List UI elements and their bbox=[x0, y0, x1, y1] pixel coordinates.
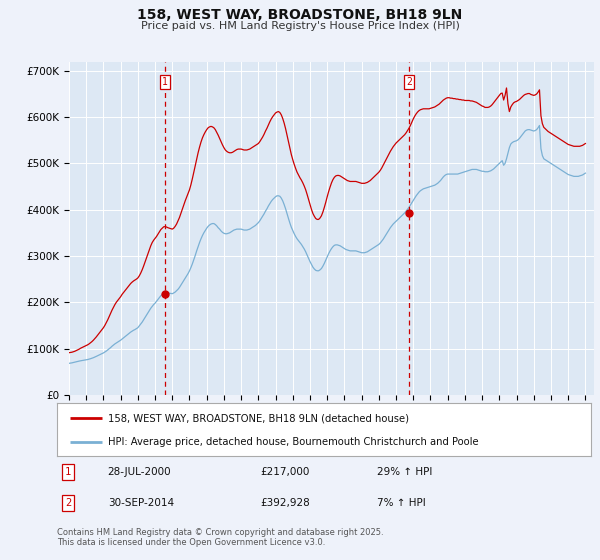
Text: 2: 2 bbox=[65, 498, 71, 508]
Text: 158, WEST WAY, BROADSTONE, BH18 9LN: 158, WEST WAY, BROADSTONE, BH18 9LN bbox=[137, 8, 463, 22]
Text: 29% ↑ HPI: 29% ↑ HPI bbox=[377, 467, 433, 477]
Text: 30-SEP-2014: 30-SEP-2014 bbox=[108, 498, 174, 508]
Text: Contains HM Land Registry data © Crown copyright and database right 2025.
This d: Contains HM Land Registry data © Crown c… bbox=[57, 528, 383, 547]
Text: 28-JUL-2000: 28-JUL-2000 bbox=[108, 467, 172, 477]
Text: 1: 1 bbox=[65, 467, 71, 477]
Text: 7% ↑ HPI: 7% ↑ HPI bbox=[377, 498, 426, 508]
Text: 2: 2 bbox=[406, 77, 412, 87]
Text: 1: 1 bbox=[162, 77, 168, 87]
Text: Price paid vs. HM Land Registry's House Price Index (HPI): Price paid vs. HM Land Registry's House … bbox=[140, 21, 460, 31]
Text: £217,000: £217,000 bbox=[260, 467, 309, 477]
Text: 158, WEST WAY, BROADSTONE, BH18 9LN (detached house): 158, WEST WAY, BROADSTONE, BH18 9LN (det… bbox=[108, 413, 409, 423]
Text: £392,928: £392,928 bbox=[260, 498, 310, 508]
Text: HPI: Average price, detached house, Bournemouth Christchurch and Poole: HPI: Average price, detached house, Bour… bbox=[108, 436, 478, 446]
